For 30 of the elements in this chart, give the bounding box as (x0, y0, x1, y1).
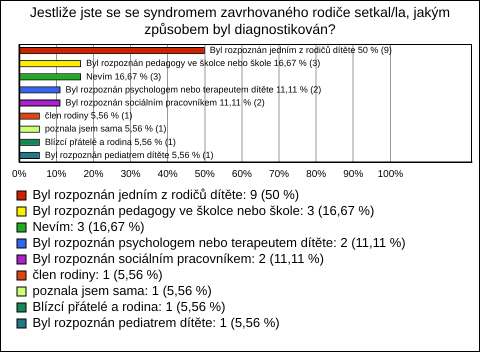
legend-label: Byl rozpoznán pediatrem dítěte: 1 (5,56 %) (32, 315, 280, 330)
x-tick-label: 0% (12, 168, 27, 180)
data-label: Blízcí přátelé a rodina 5,56 % (1) (44, 136, 176, 147)
legend-label: Byl rozpoznán psychologem nebo terapeutem dítěte: 2 (11,11 %) (32, 235, 406, 250)
legend-label: Nevím: 3 (16,67 %) (32, 219, 144, 234)
data-label: Byl rozpoznán sociálním pracovníkem 11,11 % (2) (65, 97, 265, 108)
data-label: Byl rozpoznán pedagogy ve školce nebo škole 16,67 % (3) (86, 58, 320, 68)
x-tick-label: 30% (120, 168, 141, 180)
x-tick-label: 20% (83, 168, 104, 180)
x-tick-label: 50% (194, 168, 215, 180)
x-tick-label: 100% (378, 168, 404, 180)
legend-label: Byl rozpoznán pedagogy ve školce nebo škole: 3 (16,67 %) (32, 203, 374, 218)
data-label: Byl rozpoznán psychologem nebo terapeutem dítěte 11,11 % (2) (65, 84, 322, 94)
x-tick-label: 90% (343, 168, 364, 180)
x-tick-label: 10% (46, 168, 66, 180)
data-label: Byl rozpoznán pediatrem dítěte 5,56 % (1) (44, 150, 214, 160)
legend-label: Byl rozpoznán sociálním pracovníkem: 2 (11,11 %) (32, 251, 324, 266)
legend-label: člen rodiny: 1 (5,56 %) (32, 267, 163, 282)
data-label: Byl rozpoznán jedním z rodičů dítěte 50 % (9) (210, 45, 392, 56)
x-tick-label: 60% (232, 168, 252, 180)
x-tick-label: 80% (306, 168, 326, 180)
data-label: člen rodiny 5,56 % (1) (44, 110, 132, 121)
data-label: Nevím 16,67 % (3) (86, 71, 162, 82)
x-tick-label: 70% (269, 168, 290, 180)
legend-label: Blízcí přátelé a rodina: 1 (5,56 %) (32, 299, 226, 314)
legend-label: Byl rozpoznán jedním z rodičů dítěte: 9 (50 %) (32, 187, 300, 202)
chart-title: Jestliže jste se se syndromem zavrhovaného rodiče setkal/la, jakým způsobem byl diagnostikován? (28, 3, 452, 38)
x-tick-label: 40% (158, 168, 178, 180)
data-label: poznala jsem sama 5,56 % (1) (44, 124, 166, 134)
legend-label: poznala jsem sama: 1 (5,56 %) (32, 283, 212, 298)
